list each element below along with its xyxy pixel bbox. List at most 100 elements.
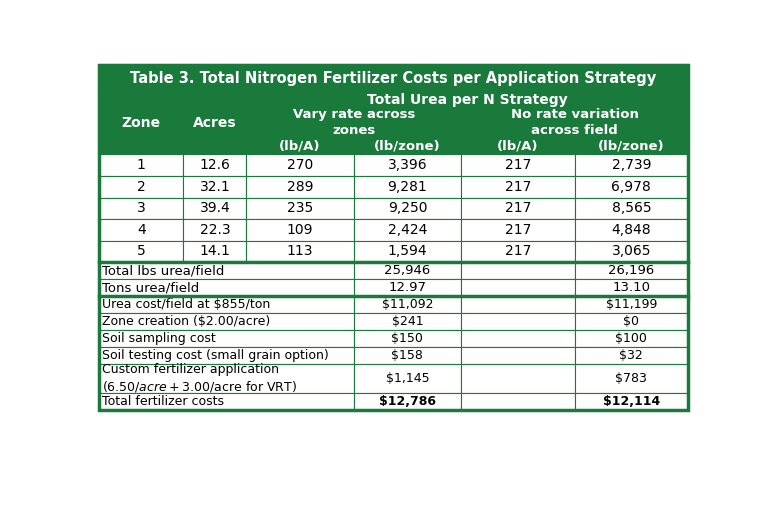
Bar xyxy=(354,262,461,279)
Bar xyxy=(184,176,247,198)
Bar xyxy=(247,176,354,198)
Text: 109: 109 xyxy=(286,223,313,237)
Bar xyxy=(354,393,461,410)
Bar xyxy=(247,108,461,138)
Bar xyxy=(461,241,574,262)
Text: $12,114: $12,114 xyxy=(603,395,660,408)
Text: Table 3. Total Nitrogen Fertilizer Costs per Application Strategy: Table 3. Total Nitrogen Fertilizer Costs… xyxy=(131,71,657,86)
Bar xyxy=(247,198,354,219)
Text: 235: 235 xyxy=(287,201,313,215)
Bar xyxy=(354,330,461,347)
Text: 113: 113 xyxy=(286,244,313,258)
Bar xyxy=(461,330,574,347)
Text: 217: 217 xyxy=(505,244,531,258)
Text: (lb/zone): (lb/zone) xyxy=(374,140,441,152)
Text: Vary rate across
zones: Vary rate across zones xyxy=(293,108,415,138)
Bar xyxy=(574,219,688,241)
Text: (lb/zone): (lb/zone) xyxy=(598,140,664,152)
Bar xyxy=(184,198,247,219)
Bar xyxy=(461,364,574,393)
Text: $783: $783 xyxy=(615,372,647,385)
Bar xyxy=(247,154,354,176)
Bar xyxy=(461,219,574,241)
Text: Zone creation ($2.00/acre): Zone creation ($2.00/acre) xyxy=(102,315,270,328)
Bar xyxy=(461,393,574,410)
Text: 5: 5 xyxy=(137,244,146,258)
Text: 25,946: 25,946 xyxy=(384,264,431,277)
Bar xyxy=(184,91,247,154)
Bar xyxy=(99,296,354,313)
Text: Total fertilizer costs: Total fertilizer costs xyxy=(102,395,224,408)
Text: 26,196: 26,196 xyxy=(608,264,654,277)
Text: 1: 1 xyxy=(137,158,146,172)
Bar xyxy=(574,347,688,364)
Bar xyxy=(574,330,688,347)
Text: Urea cost/field at $855/ton: Urea cost/field at $855/ton xyxy=(102,298,270,311)
Text: 13.10: 13.10 xyxy=(612,281,650,294)
Text: $11,199: $11,199 xyxy=(606,298,657,311)
Text: $100: $100 xyxy=(615,332,647,345)
Bar xyxy=(247,138,354,154)
Bar xyxy=(99,279,354,296)
Bar xyxy=(99,313,354,330)
Text: (lb/A): (lb/A) xyxy=(497,140,538,152)
Text: 217: 217 xyxy=(505,180,531,194)
Bar xyxy=(99,330,354,347)
Text: $241: $241 xyxy=(392,315,423,328)
Text: 217: 217 xyxy=(505,158,531,172)
Bar xyxy=(99,176,184,198)
Text: 217: 217 xyxy=(505,223,531,237)
Text: 3,065: 3,065 xyxy=(611,244,651,258)
Text: 2: 2 xyxy=(137,180,146,194)
Bar xyxy=(574,279,688,296)
Bar xyxy=(354,219,461,241)
Text: Zone: Zone xyxy=(121,116,161,130)
Text: $11,092: $11,092 xyxy=(382,298,433,311)
Bar xyxy=(574,241,688,262)
Text: 4: 4 xyxy=(137,223,146,237)
Bar xyxy=(461,108,688,138)
Bar xyxy=(354,279,461,296)
Bar xyxy=(574,313,688,330)
Text: $158: $158 xyxy=(392,349,423,362)
Text: $32: $32 xyxy=(620,349,644,362)
Bar xyxy=(461,347,574,364)
Bar xyxy=(354,313,461,330)
Bar xyxy=(99,347,354,364)
Bar xyxy=(99,262,354,279)
Text: 39.4: 39.4 xyxy=(200,201,230,215)
Text: 14.1: 14.1 xyxy=(200,244,230,258)
Bar xyxy=(99,364,354,393)
Bar xyxy=(184,241,247,262)
Text: 32.1: 32.1 xyxy=(200,180,230,194)
Bar xyxy=(354,154,461,176)
Bar xyxy=(461,154,574,176)
Text: 3: 3 xyxy=(137,201,146,215)
Text: 9,250: 9,250 xyxy=(388,201,427,215)
Text: 12.6: 12.6 xyxy=(200,158,230,172)
Bar xyxy=(574,262,688,279)
Bar xyxy=(99,154,184,176)
Text: 6,978: 6,978 xyxy=(611,180,651,194)
Text: 9,281: 9,281 xyxy=(388,180,427,194)
Text: No rate variation
across field: No rate variation across field xyxy=(511,108,638,138)
Bar xyxy=(461,262,574,279)
Text: $150: $150 xyxy=(392,332,423,345)
Text: 8,565: 8,565 xyxy=(611,201,651,215)
Text: 289: 289 xyxy=(286,180,313,194)
Text: Soil testing cost (small grain option): Soil testing cost (small grain option) xyxy=(102,349,329,362)
Bar xyxy=(354,364,461,393)
Text: 12.97: 12.97 xyxy=(389,281,426,294)
Text: $1,145: $1,145 xyxy=(386,372,429,385)
Text: 270: 270 xyxy=(287,158,313,172)
Bar xyxy=(461,198,574,219)
Bar xyxy=(99,91,184,154)
Text: 22.3: 22.3 xyxy=(200,223,230,237)
Bar xyxy=(99,198,184,219)
Bar xyxy=(184,154,247,176)
Bar xyxy=(354,296,461,313)
Bar xyxy=(247,91,688,108)
Bar xyxy=(354,176,461,198)
Bar xyxy=(99,393,354,410)
Text: $12,786: $12,786 xyxy=(379,395,436,408)
